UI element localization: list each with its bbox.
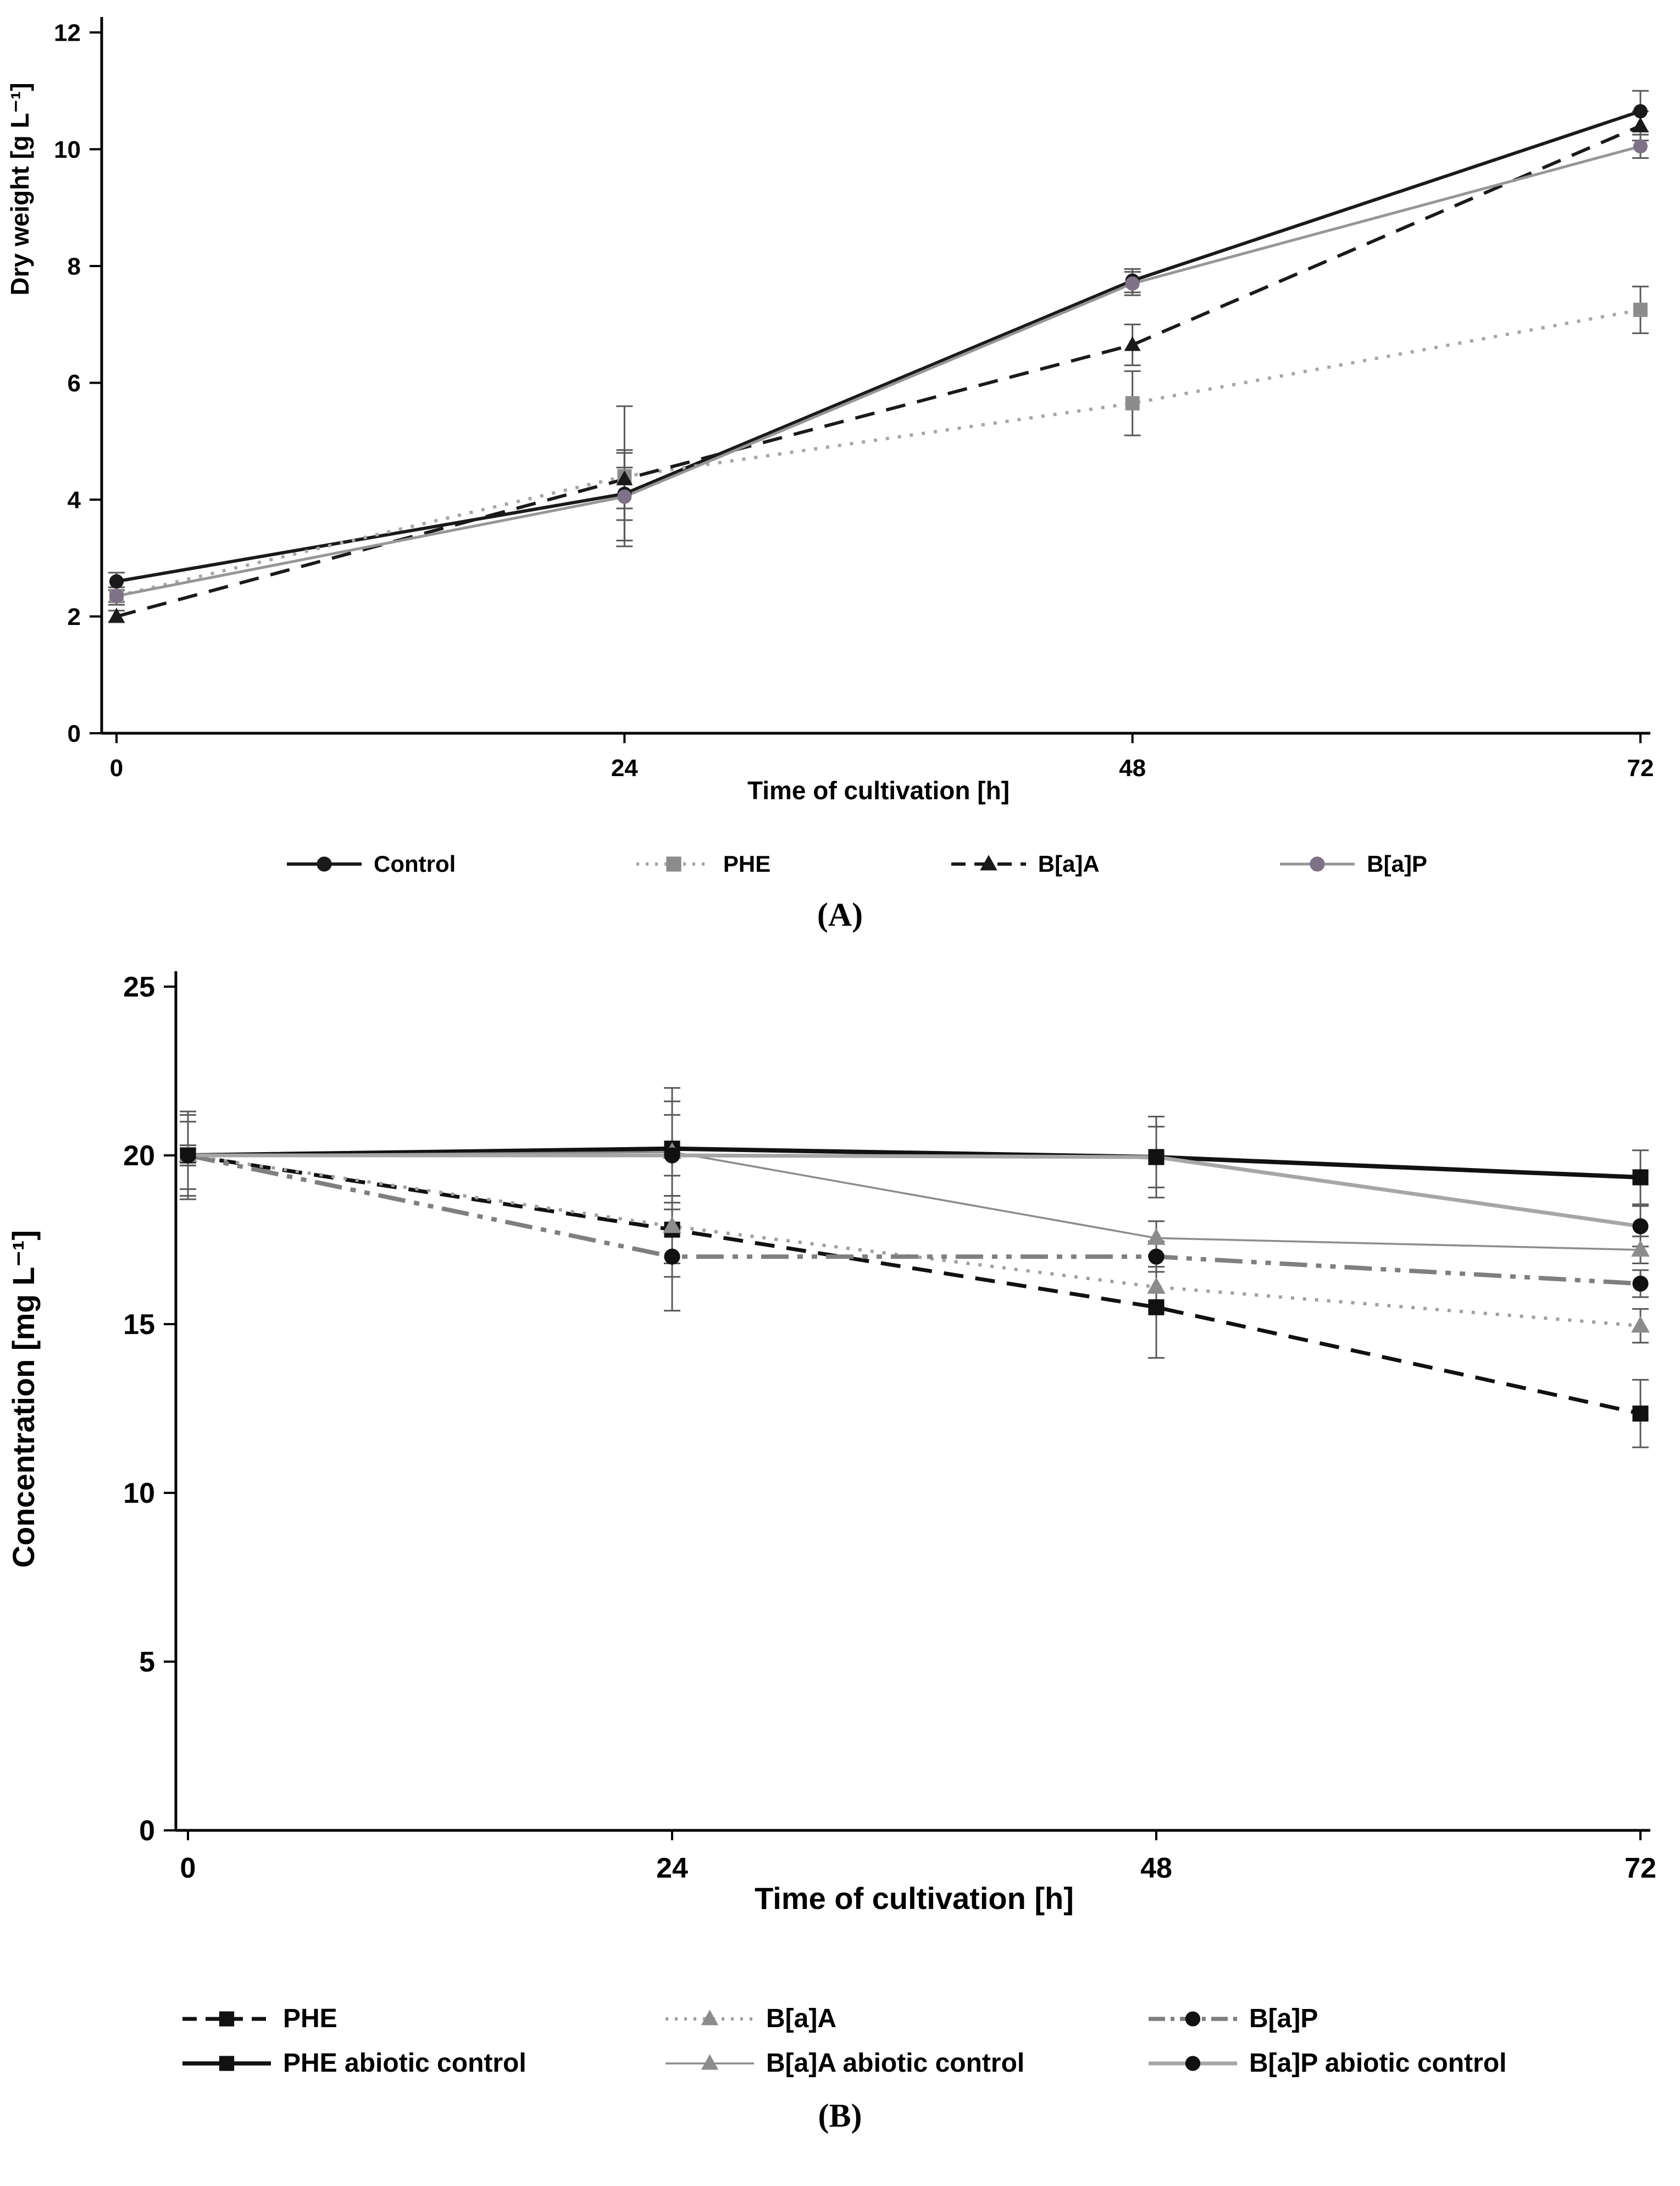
legend-sample-phe-abiotic [181, 2051, 272, 2076]
legend-sample-bap [1279, 852, 1356, 876]
legend-item-bap-abiotic: B[a]P abiotic control [1147, 2048, 1507, 2078]
svg-text:4: 4 [68, 486, 81, 513]
svg-text:Time of cultivation [h]: Time of cultivation [h] [747, 776, 1010, 805]
legend-item-control: Control [286, 851, 456, 877]
svg-text:0: 0 [180, 1852, 196, 1884]
legend-label-bap: B[a]P [1249, 2004, 1318, 2033]
svg-text:72: 72 [1624, 1852, 1656, 1884]
chart-b-legend: PHE B[a]A B[a]P PHE abiotic control B[a]… [181, 2004, 1631, 2078]
svg-text:25: 25 [123, 971, 155, 1003]
svg-text:0: 0 [68, 720, 81, 747]
panel-label-b: (B) [818, 2098, 862, 2134]
legend-sample-phe [635, 852, 712, 876]
figure: 0 2 4 6 8 10 12 0 24 48 72 Time of cultivation [h] D… [0, 17, 1680, 2134]
legend-item-phe: PHE [635, 851, 770, 877]
svg-text:2: 2 [68, 604, 81, 630]
chart-a-legend: Control PHE B[a]A B[a]P [0, 851, 1680, 877]
svg-text:8: 8 [68, 253, 81, 280]
svg-text:24: 24 [611, 755, 638, 782]
legend-item-phe-abiotic: PHE abiotic control [181, 2048, 526, 2078]
panel-label-a: (A) [817, 896, 863, 933]
legend-label-phe-abiotic: PHE abiotic control [283, 2049, 526, 2078]
legend-label-phe: PHE [723, 851, 771, 877]
legend-label-bap: B[a]P [1367, 851, 1427, 877]
chart-b-plot: 0 5 10 15 20 25 0 24 48 72 Time of cultivation [h]… [6, 971, 1656, 1916]
svg-text:0: 0 [139, 1815, 155, 1847]
svg-text:15: 15 [123, 1309, 155, 1341]
svg-text:10: 10 [54, 136, 81, 163]
legend-item-baa: B[a]A [950, 851, 1100, 877]
legend-sample-baa-abiotic [664, 2051, 755, 2076]
svg-text:Time of cultivation [h]: Time of cultivation [h] [755, 1881, 1074, 1916]
legend-item-baa: B[a]A [664, 2004, 836, 2034]
legend-sample-baa [950, 852, 1027, 876]
svg-text:48: 48 [1119, 755, 1146, 782]
legend-sample-bap [1147, 2007, 1238, 2031]
legend-item-baa-abiotic: B[a]A abiotic control [664, 2048, 1024, 2078]
legend-item-bap: B[a]P [1279, 851, 1427, 877]
svg-text:12: 12 [54, 19, 81, 46]
legend-label-control: Control [374, 851, 456, 877]
legend-label-baa: B[a]A [1038, 851, 1100, 877]
legend-label-baa-abiotic: B[a]A abiotic control [766, 2049, 1025, 2078]
svg-text:48: 48 [1140, 1852, 1172, 1884]
svg-text:0: 0 [110, 755, 123, 782]
svg-text:24: 24 [656, 1852, 688, 1884]
svg-text:5: 5 [139, 1646, 155, 1678]
svg-text:10: 10 [123, 1477, 155, 1509]
legend-label-phe: PHE [283, 2004, 337, 2033]
legend-sample-baa [664, 2007, 755, 2031]
legend-sample-phe [181, 2007, 272, 2031]
legend-label-baa: B[a]A [766, 2004, 836, 2033]
legend-item-bap: B[a]P [1147, 2004, 1318, 2034]
svg-text:Dry weight [g L⁻¹]: Dry weight [g L⁻¹] [5, 82, 34, 295]
svg-text:6: 6 [68, 370, 81, 397]
legend-sample-bap-abiotic [1147, 2051, 1238, 2076]
svg-text:Concentration [mg L⁻¹]: Concentration [mg L⁻¹] [6, 1230, 41, 1568]
legend-item-phe: PHE [181, 2004, 337, 2034]
legend-sample-control [286, 852, 363, 876]
legend-label-bap-abiotic: B[a]P abiotic control [1249, 2049, 1507, 2078]
svg-text:72: 72 [1627, 755, 1654, 782]
svg-text:20: 20 [123, 1140, 155, 1172]
